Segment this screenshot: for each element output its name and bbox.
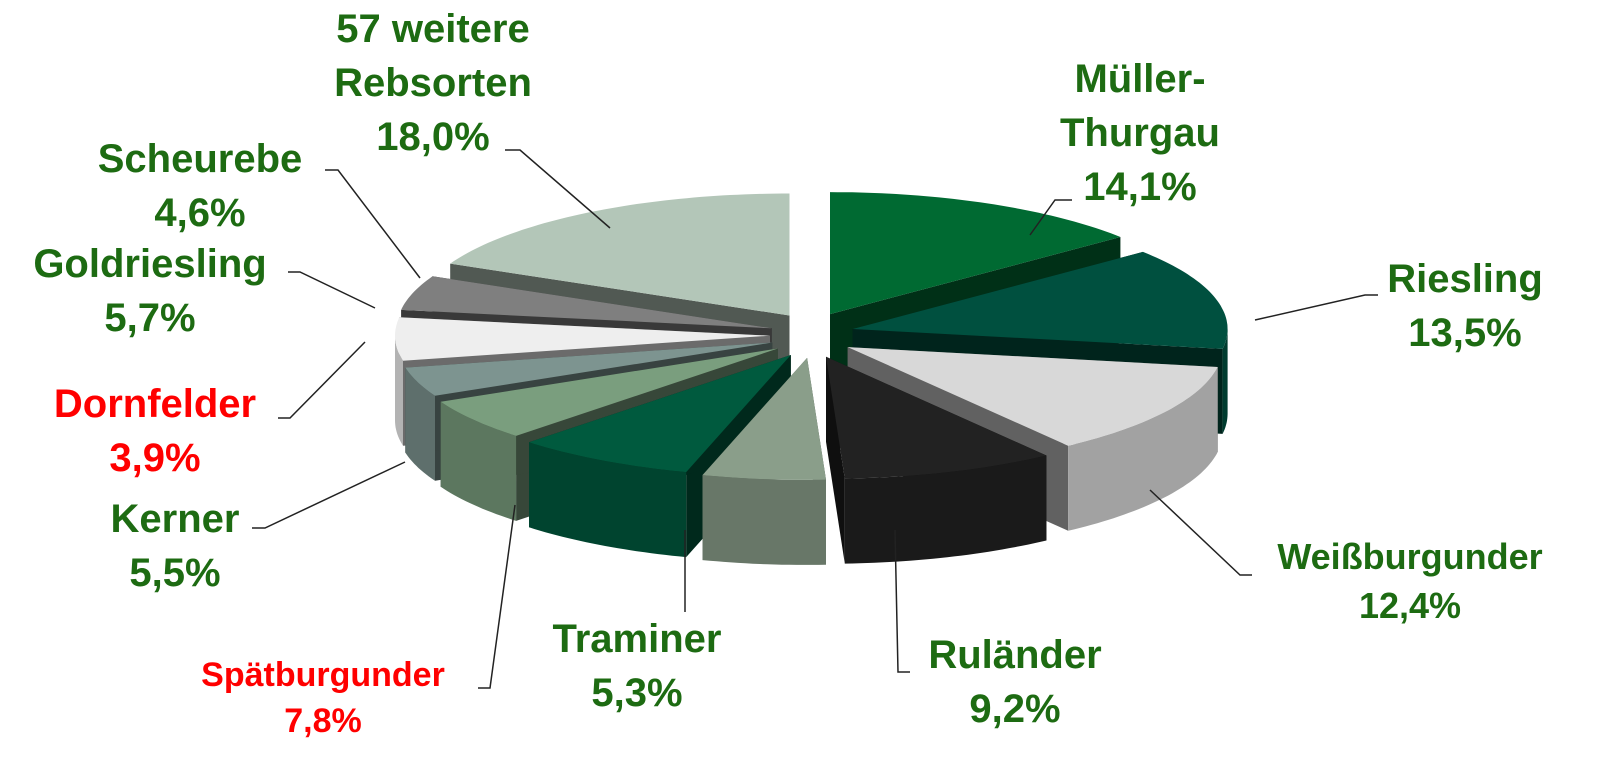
slice — [395, 317, 770, 361]
leader-line — [505, 149, 611, 229]
value-label: 14,1% — [1083, 165, 1197, 209]
slice-side — [1222, 329, 1228, 434]
leader-line — [478, 504, 516, 689]
category-name: Goldriesling — [33, 242, 267, 286]
leader-line — [325, 169, 421, 279]
slice-label: Riesling 13,5% — [1387, 252, 1543, 360]
slice-label: Kerner 5,5% — [111, 492, 240, 600]
category-name: Dornfelder — [53, 382, 257, 426]
slice-label: Dornfelder 3,9% — [54, 377, 256, 485]
category-name: Müller-Thurgau — [1060, 57, 1220, 155]
slice-wall — [826, 356, 845, 564]
leader-line — [252, 461, 406, 529]
category-name: Kerner — [110, 497, 240, 541]
value-label: 5,3% — [591, 671, 683, 715]
leader-line — [1149, 489, 1252, 576]
slice-side — [1068, 367, 1218, 531]
slice — [830, 192, 1121, 315]
leader-line — [1254, 294, 1378, 321]
slice — [401, 276, 772, 329]
slice-label: Goldriesling 5,7% — [33, 237, 266, 345]
slice — [847, 347, 1218, 446]
slice-label: Scheurebe 4,6% — [98, 132, 303, 240]
value-label: 9,2% — [969, 687, 1061, 731]
value-label: 5,5% — [129, 551, 221, 595]
slice-side — [440, 401, 517, 521]
value-label: 4,6% — [154, 191, 246, 235]
slice — [405, 342, 773, 396]
slice — [826, 356, 1047, 479]
value-label: 18,0% — [376, 115, 490, 159]
category-name: Weißburgunder — [1277, 536, 1543, 577]
slice-label: Spätburgunder 7,8% — [201, 652, 445, 744]
category-name: Ruländer — [928, 633, 1102, 677]
category-name: Spätburgunder — [201, 656, 445, 694]
leader-line — [278, 341, 366, 419]
slice-side — [395, 335, 403, 446]
value-label: 7,8% — [284, 702, 362, 740]
category-name: Traminer — [552, 617, 722, 661]
value-label: 3,9% — [109, 436, 201, 480]
slice-label: Müller-Thurgau 14,1% — [1030, 52, 1250, 214]
slice-side — [702, 475, 826, 565]
slice — [852, 251, 1228, 349]
slice — [450, 193, 790, 316]
slice — [702, 357, 826, 480]
value-label: 13,5% — [1408, 311, 1522, 355]
category-name: 57 weitere Rebsorten — [334, 7, 532, 105]
leader-line — [894, 529, 910, 673]
leader-line — [288, 271, 376, 309]
slice-label: Weißburgunder 12,4% — [1277, 532, 1542, 630]
slice — [529, 355, 791, 473]
slice-label: Traminer 5,3% — [553, 612, 722, 720]
value-label: 12,4% — [1358, 585, 1462, 626]
category-name: Scheurebe — [97, 137, 303, 181]
slice-side — [529, 442, 687, 558]
value-label: 5,7% — [104, 296, 196, 340]
category-name: Riesling — [1387, 257, 1543, 301]
slice — [440, 348, 778, 436]
slice-label: 57 weitere Rebsorten 18,0% — [303, 2, 563, 164]
leader-line — [1029, 199, 1072, 236]
slice-side — [405, 367, 435, 481]
slice-label: Ruländer 9,2% — [928, 628, 1101, 736]
